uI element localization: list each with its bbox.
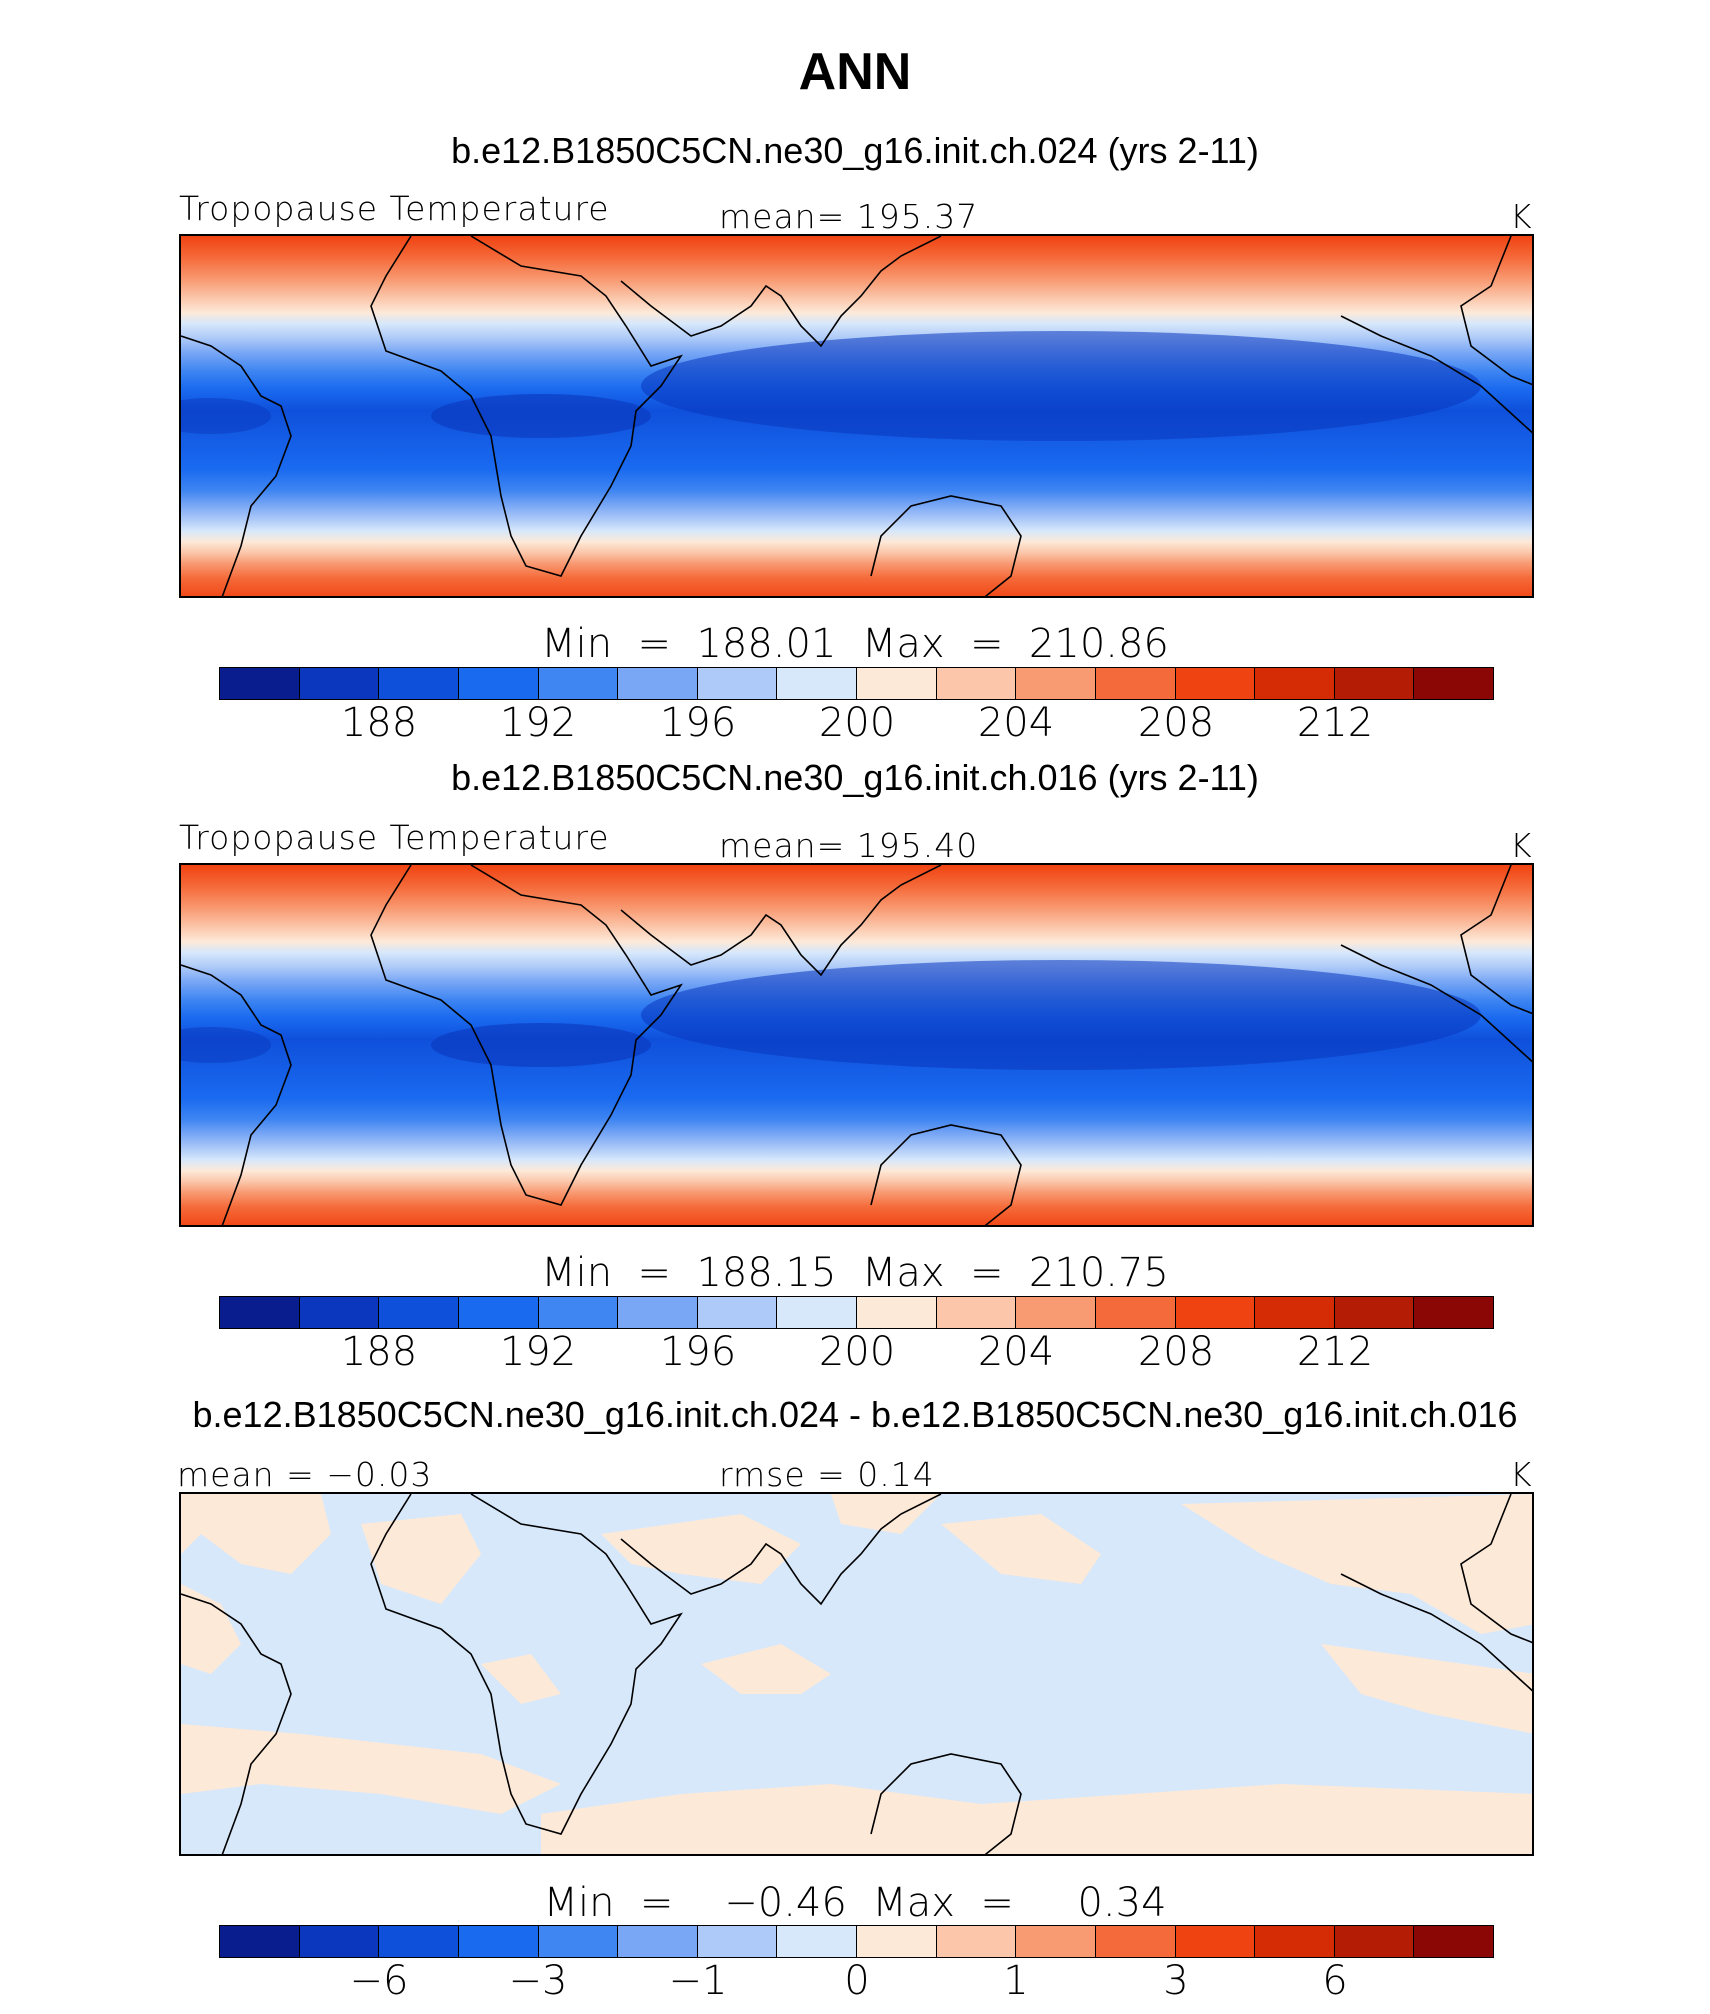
panel1-contour-plot xyxy=(181,236,1532,596)
colorbar-swatch xyxy=(1255,1926,1335,1957)
panel1-colorbar xyxy=(219,667,1494,700)
panel2-minmax: Min = 188.15 Max = 210.75 xyxy=(541,1250,1169,1296)
panel2-map xyxy=(179,863,1534,1227)
colorbar-swatch xyxy=(777,668,857,699)
colorbar-swatch xyxy=(379,668,459,699)
colorbar-swatch xyxy=(1255,1297,1335,1328)
colorbar-swatch xyxy=(857,1297,937,1328)
colorbar-swatch xyxy=(538,668,619,699)
colorbar-swatch xyxy=(697,1297,778,1328)
colorbar-tick: 208 xyxy=(1137,1329,1215,1375)
colorbar-swatch xyxy=(1095,1926,1176,1957)
colorbar-tick: 208 xyxy=(1137,700,1215,746)
colorbar-swatch xyxy=(299,1297,380,1328)
colorbar-swatch xyxy=(697,1926,778,1957)
panel3-contour-plot xyxy=(181,1494,1532,1854)
colorbar-tick: 200 xyxy=(818,700,896,746)
colorbar-tick: −6 xyxy=(349,1958,409,2004)
colorbar-swatch xyxy=(936,668,1017,699)
colorbar-swatch xyxy=(220,668,300,699)
colorbar-swatch xyxy=(1414,1297,1493,1328)
panel1-title: b.e12.B1850C5CN.ne30_g16.init.ch.024 (yr… xyxy=(451,130,1259,171)
colorbar-swatch xyxy=(538,1926,619,1957)
colorbar-swatch xyxy=(1016,668,1096,699)
colorbar-swatch xyxy=(936,1297,1017,1328)
panel1-mean-label: mean= 195.37 xyxy=(719,197,979,236)
colorbar-swatch xyxy=(299,668,380,699)
colorbar-swatch xyxy=(1414,668,1493,699)
colorbar-tick: 188 xyxy=(340,1329,418,1375)
panel3-minmax: Min = −0.46 Max = 0.34 xyxy=(543,1880,1167,1926)
colorbar-swatch xyxy=(857,668,937,699)
panel2-title: b.e12.B1850C5CN.ne30_g16.init.ch.016 (yr… xyxy=(451,757,1259,798)
colorbar-swatch xyxy=(936,1926,1017,1957)
colorbar-swatch xyxy=(220,1297,300,1328)
colorbar-swatch xyxy=(618,668,698,699)
colorbar-swatch xyxy=(299,1926,380,1957)
panel2-contour-plot xyxy=(181,865,1532,1225)
colorbar-tick: 192 xyxy=(499,1329,577,1375)
colorbar-swatch xyxy=(1175,1926,1256,1957)
colorbar-tick: 212 xyxy=(1296,1329,1374,1375)
colorbar-swatch xyxy=(379,1297,459,1328)
colorbar-swatch xyxy=(1414,1926,1493,1957)
colorbar-swatch xyxy=(1175,1297,1256,1328)
colorbar-swatch xyxy=(777,1297,857,1328)
colorbar-tick: 6 xyxy=(1322,1958,1348,2004)
panel1-map xyxy=(179,234,1534,598)
colorbar-tick: −3 xyxy=(508,1958,568,2004)
colorbar-swatch xyxy=(1334,1926,1415,1957)
panel2-mean-label: mean= 195.40 xyxy=(719,826,979,865)
colorbar-swatch xyxy=(458,1297,539,1328)
colorbar-tick: 196 xyxy=(659,1329,737,1375)
colorbar-swatch xyxy=(618,1297,698,1328)
colorbar-swatch xyxy=(697,668,778,699)
panel3-units-label: K xyxy=(1510,1455,1533,1494)
colorbar-swatch xyxy=(379,1926,459,1957)
colorbar-tick: 3 xyxy=(1163,1958,1189,2004)
colorbar-swatch xyxy=(1334,668,1415,699)
colorbar-swatch xyxy=(458,668,539,699)
colorbar-swatch xyxy=(618,1926,698,1957)
colorbar-swatch xyxy=(220,1926,300,1957)
panel1-variable-label: Tropopause Temperature xyxy=(179,189,610,228)
colorbar-tick: 204 xyxy=(977,1329,1055,1375)
panel3-rmse-label: rmse = 0.14 xyxy=(719,1455,935,1494)
panel3-title: b.e12.B1850C5CN.ne30_g16.init.ch.024 - b… xyxy=(192,1394,1518,1435)
panel1-units-label: K xyxy=(1510,197,1533,236)
colorbar-swatch xyxy=(1175,668,1256,699)
colorbar-swatch xyxy=(1016,1926,1096,1957)
colorbar-swatch xyxy=(777,1926,857,1957)
colorbar-tick: 200 xyxy=(818,1329,896,1375)
panel3-positive-regions xyxy=(181,1494,1532,1854)
panel2-colorbar xyxy=(219,1296,1494,1329)
panel3-colorbar xyxy=(219,1925,1494,1958)
colorbar-swatch xyxy=(458,1926,539,1957)
panel2-units-label: K xyxy=(1510,826,1533,865)
colorbar-tick: 204 xyxy=(977,700,1055,746)
colorbar-tick: 212 xyxy=(1296,700,1374,746)
colorbar-swatch xyxy=(538,1297,619,1328)
panel1-coastlines xyxy=(181,236,1532,596)
colorbar-swatch xyxy=(1095,1297,1176,1328)
figure-title: ANN xyxy=(798,43,912,101)
colorbar-tick: 196 xyxy=(659,700,737,746)
colorbar-tick: 188 xyxy=(340,700,418,746)
colorbar-tick: 192 xyxy=(499,700,577,746)
colorbar-tick: 0 xyxy=(844,1958,870,2004)
panel3-coastlines xyxy=(181,1494,1532,1854)
panel3-map xyxy=(179,1492,1534,1856)
colorbar-tick: 1 xyxy=(1003,1958,1029,2004)
panel2-coastlines xyxy=(181,865,1532,1225)
colorbar-swatch xyxy=(857,1926,937,1957)
colorbar-swatch xyxy=(1016,1297,1096,1328)
colorbar-tick: −1 xyxy=(668,1958,728,2004)
panel3-mean-label: mean = −0.03 xyxy=(177,1455,433,1494)
colorbar-swatch xyxy=(1255,668,1335,699)
colorbar-swatch xyxy=(1095,668,1176,699)
panel2-variable-label: Tropopause Temperature xyxy=(179,818,610,857)
colorbar-swatch xyxy=(1334,1297,1415,1328)
panel1-minmax: Min = 188.01 Max = 210.86 xyxy=(541,621,1169,667)
